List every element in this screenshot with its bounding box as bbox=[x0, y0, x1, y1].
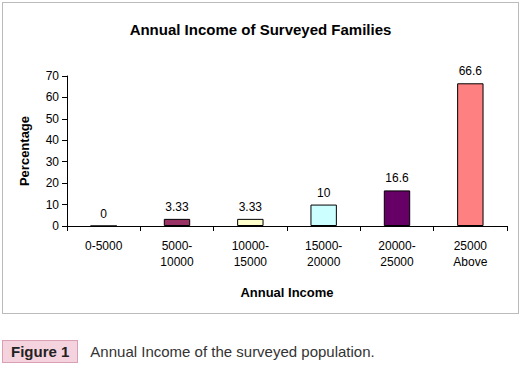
svg-text:10000: 10000 bbox=[160, 255, 194, 269]
svg-text:3.33: 3.33 bbox=[165, 200, 189, 214]
svg-text:50: 50 bbox=[46, 112, 60, 126]
svg-text:15000-: 15000- bbox=[305, 239, 342, 253]
svg-text:30: 30 bbox=[46, 155, 60, 169]
svg-text:25000: 25000 bbox=[454, 239, 488, 253]
svg-text:0: 0 bbox=[52, 219, 59, 233]
svg-text:Percentage: Percentage bbox=[17, 116, 32, 186]
svg-text:5000-: 5000- bbox=[162, 239, 193, 253]
svg-text:66.6: 66.6 bbox=[459, 64, 483, 78]
svg-text:10: 10 bbox=[46, 198, 60, 212]
svg-text:Annual Income of Surveyed Fami: Annual Income of Surveyed Families bbox=[130, 21, 392, 38]
svg-text:3.33: 3.33 bbox=[239, 200, 263, 214]
svg-text:0-5000: 0-5000 bbox=[85, 239, 123, 253]
svg-text:10000-: 10000- bbox=[232, 239, 269, 253]
svg-text:70: 70 bbox=[46, 69, 60, 83]
svg-text:15000: 15000 bbox=[234, 255, 268, 269]
html-text:Figure 1: Figure 1 bbox=[11, 342, 70, 360]
svg-text:Annual Income: Annual Income bbox=[240, 285, 333, 300]
svg-text:60: 60 bbox=[46, 90, 60, 104]
svg-text:20000: 20000 bbox=[307, 255, 341, 269]
html-text:Annual Income of the surveyed: Annual Income of the surveyed population… bbox=[90, 342, 375, 360]
svg-text:16.6: 16.6 bbox=[385, 171, 409, 185]
svg-text:10: 10 bbox=[317, 186, 331, 200]
svg-text:20: 20 bbox=[46, 176, 60, 190]
svg-text:0: 0 bbox=[100, 207, 107, 221]
svg-text:Above: Above bbox=[453, 255, 487, 269]
svg-text:25000: 25000 bbox=[380, 255, 414, 269]
svg-text:20000-: 20000- bbox=[378, 239, 415, 253]
svg-text:40: 40 bbox=[46, 133, 60, 147]
